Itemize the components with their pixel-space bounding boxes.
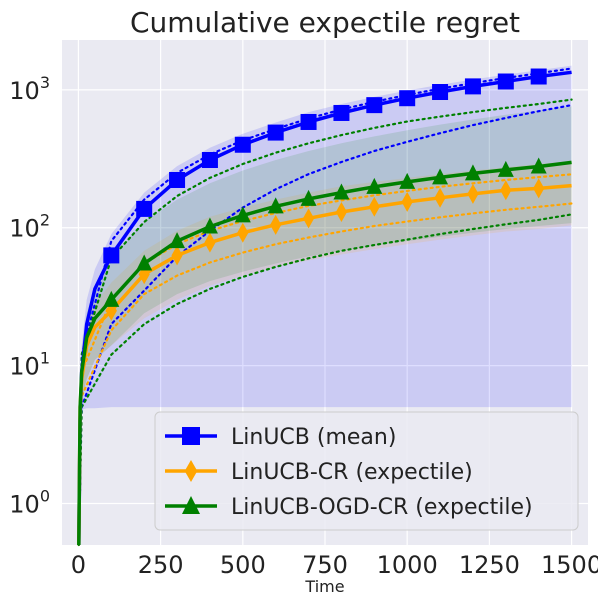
series-marker (464, 164, 481, 181)
x-tick-label: 750 (302, 551, 348, 579)
legend-label: LinUCB-CR (expectile) (231, 460, 473, 485)
series-marker (103, 247, 120, 264)
series-marker (464, 78, 481, 95)
series-marker (136, 254, 153, 271)
series-marker (182, 427, 200, 445)
series-marker (103, 290, 120, 307)
series-band (78, 161, 572, 545)
y-tick-label: 102 (9, 211, 50, 243)
plot-area (62, 40, 588, 547)
series-markers (103, 68, 547, 321)
series-marker (169, 232, 186, 249)
series-marker (234, 136, 251, 153)
series-quantile-high (77, 98, 573, 536)
series-line (77, 183, 572, 546)
series-marker (169, 171, 186, 188)
series-marker (184, 460, 198, 482)
y-tick-label: 100 (9, 486, 50, 518)
series-line (77, 160, 572, 546)
series-marker (432, 168, 449, 185)
series-marker (201, 152, 218, 169)
series-marker (399, 90, 416, 107)
x-axis-ticks: 0 250 500 750 1000 1250 1500 (71, 551, 598, 579)
series-marker (333, 183, 350, 200)
x-tick-label: 1000 (377, 551, 438, 579)
series-marker (497, 160, 514, 177)
legend: LinUCB (mean) LinUCB-CR (expectile) LinUCB… (154, 411, 579, 531)
series-marker (432, 84, 449, 101)
series-marker (467, 183, 479, 204)
x-tick-label: 250 (138, 551, 184, 579)
series-marker (204, 232, 216, 253)
series-marker (182, 496, 200, 514)
y-tick-label: 103 (9, 73, 50, 105)
series-marker (300, 189, 317, 206)
x-tick-label: 0 (71, 551, 86, 579)
y-axis-ticks: 100 101 102 103 (9, 73, 50, 519)
series-marker (300, 113, 317, 130)
x-tick-label: 1500 (541, 551, 598, 579)
series-marker (267, 124, 284, 141)
grid (62, 40, 588, 545)
series-marker (368, 196, 380, 217)
series-marker (333, 104, 350, 121)
series-marker (237, 222, 249, 243)
series-marker (335, 202, 348, 223)
series-marker (500, 180, 512, 201)
series-marker (267, 197, 284, 214)
series-marker (366, 177, 383, 194)
series-quantile-low (77, 213, 573, 547)
legend-label: LinUCB (mean) (231, 425, 396, 450)
series-marker (201, 217, 218, 234)
series-marker (434, 187, 446, 208)
legend-label: LinUCB-OGD-CR (expectile) (231, 495, 533, 520)
series-marker (234, 206, 251, 223)
series-marker (530, 68, 547, 85)
x-tick-label: 500 (220, 551, 266, 579)
series-marker (530, 157, 547, 174)
x-axis-label: Time (304, 577, 344, 596)
series-marker (105, 300, 117, 321)
series-quantile-low (77, 104, 573, 547)
series-marker (533, 178, 545, 199)
series-marker (366, 97, 383, 114)
series-marker (399, 172, 416, 189)
legend-box (154, 411, 579, 531)
series-marker (497, 73, 514, 90)
series-marker (270, 214, 282, 235)
series-band (78, 106, 572, 546)
series-quantile-low (77, 202, 573, 547)
y-tick-label: 101 (9, 349, 50, 381)
series-marker (171, 245, 183, 266)
series-marker (302, 208, 315, 229)
series-marker (136, 200, 153, 217)
series-marker (401, 191, 413, 212)
x-tick-label: 1250 (459, 551, 520, 579)
chart-title: Cumulative expectile regret (130, 6, 520, 39)
